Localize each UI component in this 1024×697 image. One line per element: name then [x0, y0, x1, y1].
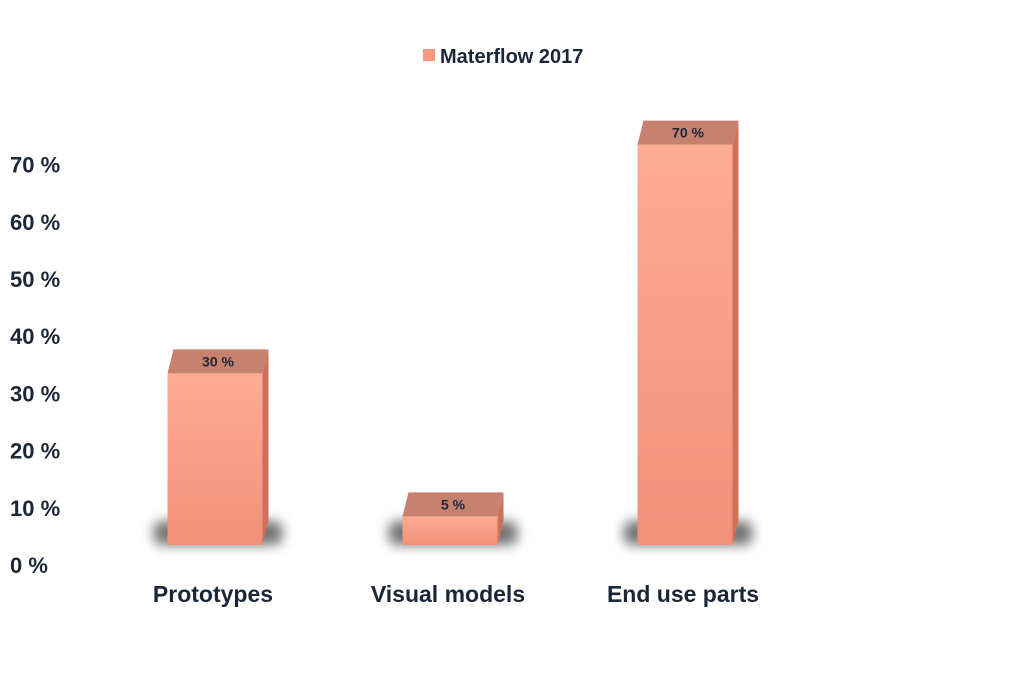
legend-label: Materflow 2017 — [440, 46, 583, 68]
bar-top-face — [402, 492, 504, 517]
bar-side-face — [497, 492, 504, 545]
bar-top-face — [637, 120, 739, 145]
bar — [637, 144, 733, 545]
data-label: 5 % — [441, 496, 466, 512]
data-label: 30 % — [202, 353, 234, 369]
legend-swatch — [423, 49, 435, 61]
x-tick-label: End use parts — [607, 581, 759, 607]
y-tick-label: 30 % — [10, 381, 60, 406]
x-tick-label: Visual models — [371, 581, 525, 607]
y-axis: 0 % 10 % 20 % 30 % 40 % 50 % 60 % 70 % — [10, 153, 60, 578]
bar-side-face — [732, 120, 739, 545]
bar — [402, 516, 498, 545]
bar — [167, 373, 263, 545]
y-tick-label: 60 % — [10, 210, 60, 235]
bar-top-face — [167, 349, 269, 374]
y-tick-label: 20 % — [10, 439, 60, 464]
y-tick-label: 40 % — [10, 324, 60, 349]
x-tick-label: Prototypes — [153, 581, 273, 607]
y-tick-label: 10 % — [10, 496, 60, 521]
legend: Materflow 2017 — [423, 46, 583, 68]
y-tick-label: 70 % — [10, 153, 60, 178]
data-label: 70 % — [672, 125, 704, 141]
y-tick-label: 50 % — [10, 267, 60, 292]
bar-side-face — [262, 349, 269, 545]
bars: 30 % 5 % 70 % — [167, 120, 739, 545]
y-tick-label: 0 % — [10, 553, 48, 578]
x-axis: Prototypes Visual models End use parts — [153, 581, 759, 607]
